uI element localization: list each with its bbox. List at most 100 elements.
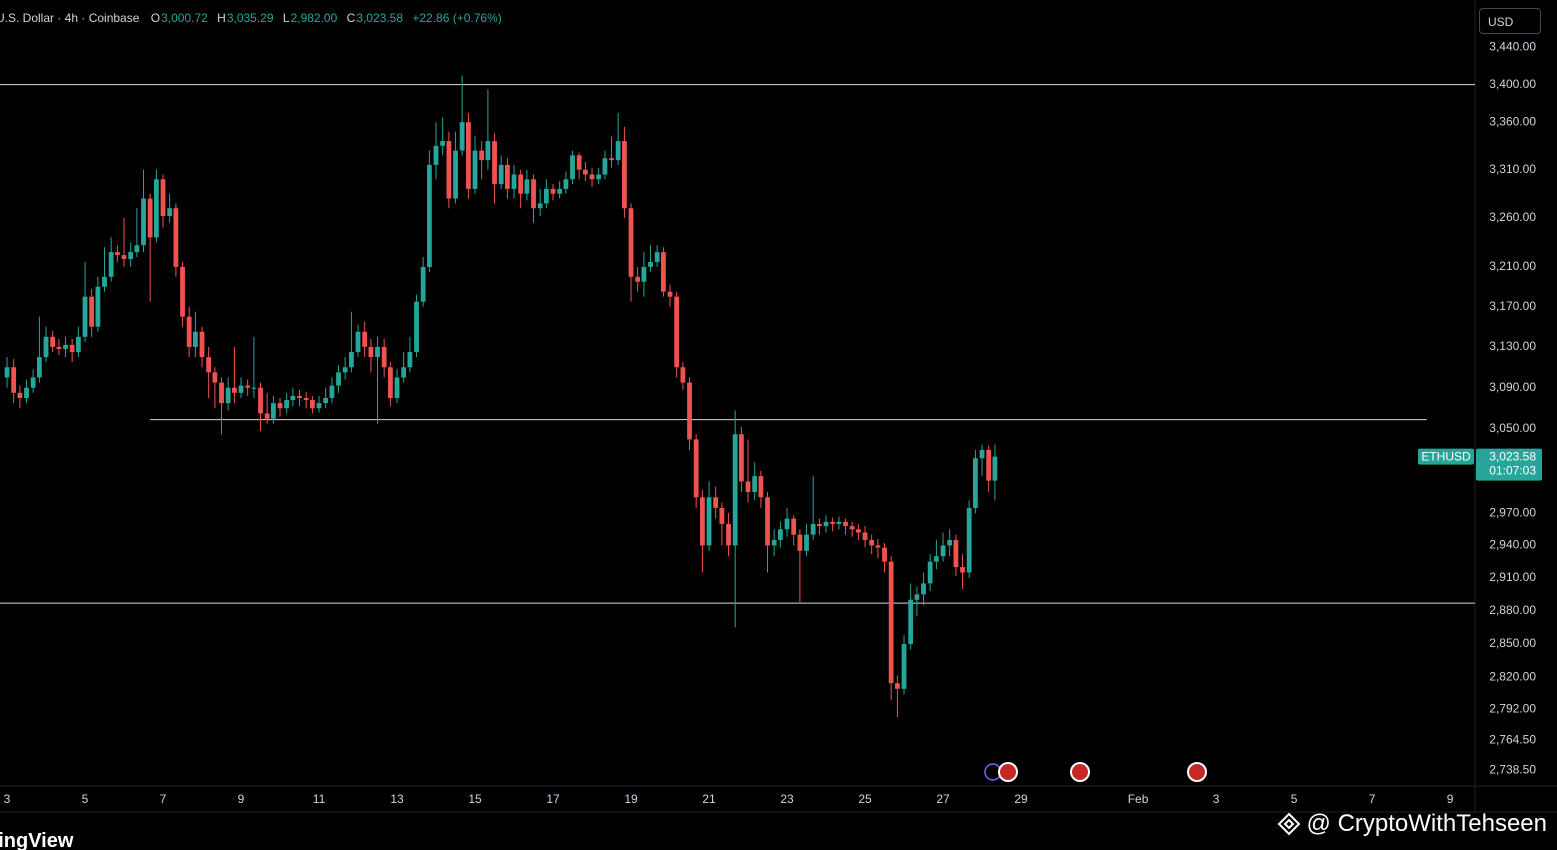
candle-body [309,400,315,409]
candle-body [472,150,478,189]
candle-body [524,179,530,194]
price-tag [1476,448,1542,481]
ohlc-value: 3,000.72 [161,11,208,25]
x-tick-label: 7 [1369,792,1376,806]
candle-body [167,208,173,216]
event-icons[interactable] [984,762,1207,782]
candle-body [387,367,393,398]
candle-body [153,179,159,238]
x-tick-label: 9 [1447,792,1454,806]
candle-body [895,683,900,689]
candle-body [504,164,510,189]
candle-body [628,208,634,277]
candle-body [82,296,88,337]
candle-body [219,382,224,404]
x-tick-label: 15 [468,792,482,806]
candle-body [401,367,407,378]
candle-body [804,534,809,551]
candle-body [810,523,816,535]
candle-body [927,561,933,584]
currency-button[interactable]: USD [1479,8,1541,34]
ohlc-value: 3,035.29 [226,11,274,25]
candle-body [947,540,953,546]
candle-body [739,434,744,482]
candle-body [426,164,432,267]
candle-body [114,252,120,256]
symbol-title: U.S. Dollar · 4h · Coinbase [0,11,140,25]
candle-body [348,351,354,368]
x-tick-label: 5 [82,792,89,806]
candle-body [4,367,10,378]
candle-body [290,395,296,401]
watermark-icon [1277,812,1300,836]
candle-body [869,540,875,546]
candle-body [394,377,400,398]
candle-body [765,497,770,546]
candle-body [817,523,822,527]
x-tick-label: 5 [1291,792,1298,806]
candle-body [582,169,588,175]
y-tick-label: 3,170.00 [1489,299,1536,313]
candle-body [199,331,205,358]
candle-body [706,497,712,546]
candle-body [693,439,699,498]
candle-body [563,179,569,189]
candle-body [141,198,146,246]
y-tick-label: 3,260.00 [1489,210,1536,224]
candle-body [934,556,939,562]
candle-body [485,141,491,161]
candle-body [297,395,302,398]
y-tick-label: 2,880.00 [1489,603,1536,617]
candle-body [95,286,101,327]
ohlc-key: C [346,11,356,25]
candle-body [381,346,387,368]
event-icon[interactable] [998,762,1018,782]
candle-body [836,521,842,524]
x-tick-label: 7 [160,792,167,806]
candle-body [192,331,198,347]
symbol-tag-text: ETHUSD [1421,450,1471,464]
candle-body [375,346,380,358]
candle-body [752,476,758,492]
candle-body [24,387,29,398]
candle-body [726,523,731,546]
candle-body [635,276,641,282]
x-tick-label: 11 [313,792,326,806]
candle-body [648,261,653,267]
candle-body [50,336,56,347]
candle-body [17,392,23,398]
candle-body [609,158,614,161]
candle-body [362,331,368,347]
event-icon[interactable] [1070,762,1090,782]
candle-body [687,382,692,440]
candle-body [615,141,621,161]
candle-body [147,198,153,238]
price-change: +22.86 (+0.76%) [412,11,502,25]
symbol-tag [1418,448,1474,465]
y-tick-label: 2,940.00 [1489,538,1536,552]
candle-body [56,346,62,349]
candle-body [342,367,348,373]
y-tick-label: 2,764.50 [1489,733,1536,747]
candle-body [511,174,517,189]
y-tick-label: 3,130.00 [1489,339,1536,353]
candle-body [791,518,797,535]
candle-body [596,174,602,180]
candle-body [329,385,335,398]
y-tick-label: 3,210.00 [1489,259,1536,273]
candle-body [843,521,848,527]
brand-logo: dingView [0,830,74,850]
candle-body [986,449,992,481]
x-tick-label: 25 [858,792,872,806]
candle-body [446,141,452,199]
candle-body [433,145,439,165]
y-tick-label: 3,090.00 [1489,380,1536,394]
candle-body [245,385,251,388]
event-icon[interactable] [1187,762,1207,782]
candle-body [953,540,959,568]
x-tick-label: 19 [624,792,638,806]
candle-body [778,529,783,541]
candle-body [654,252,660,262]
x-tick-label: 3 [4,792,11,806]
y-tick-label: 3,400.00 [1489,77,1536,91]
